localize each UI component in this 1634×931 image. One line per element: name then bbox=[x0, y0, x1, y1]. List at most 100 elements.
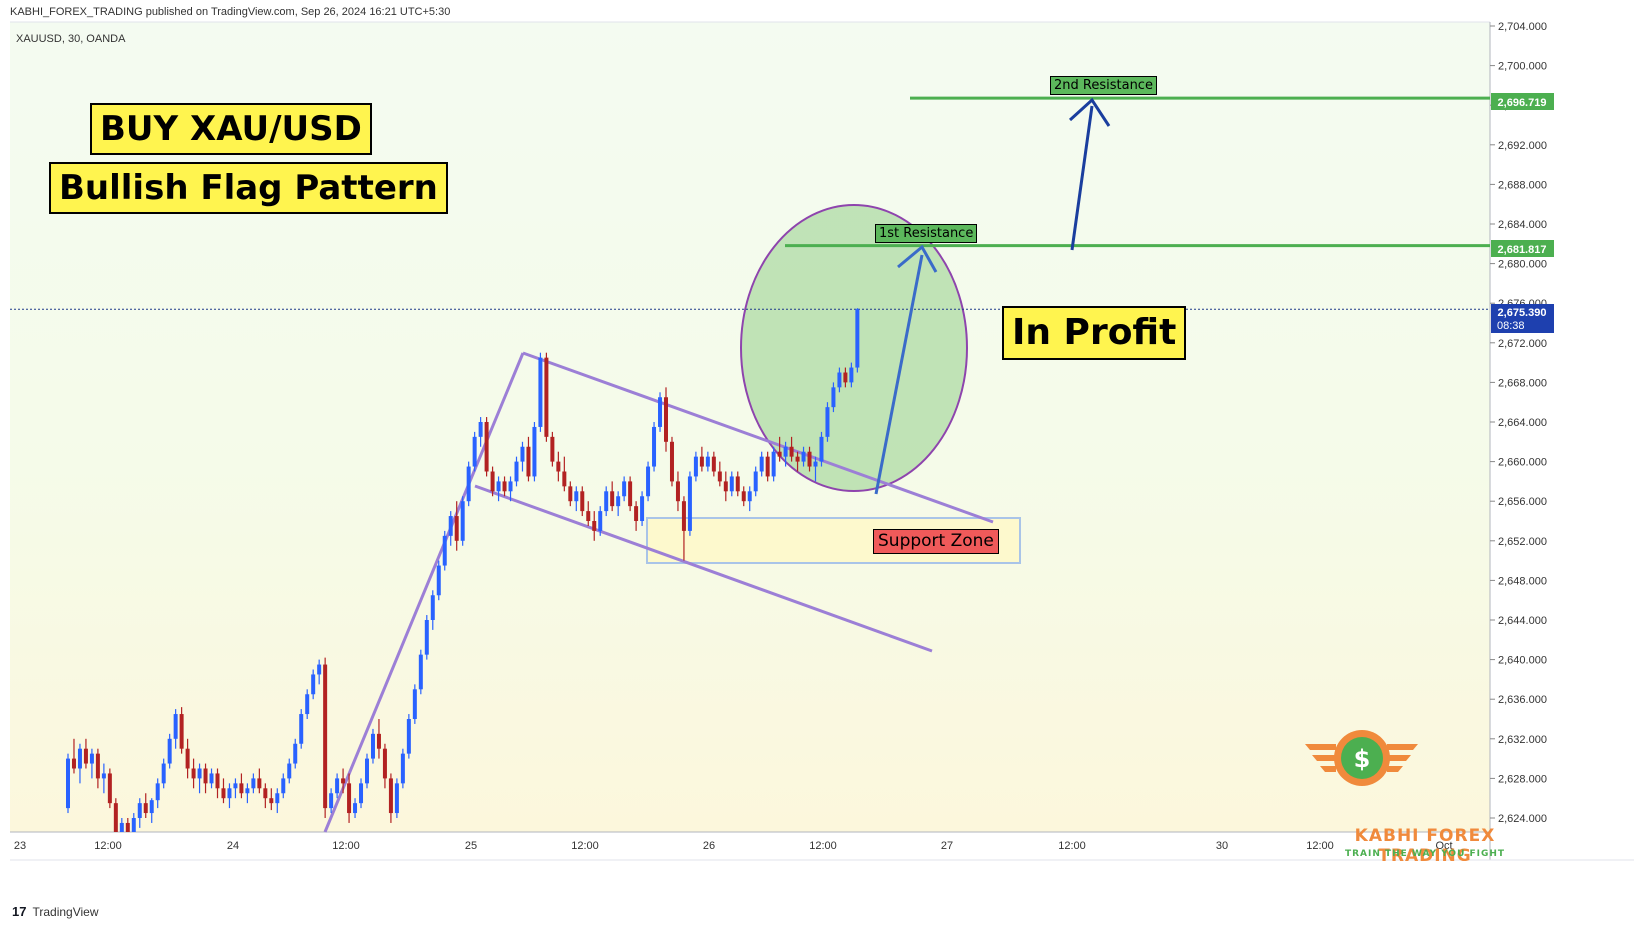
tradingview-label[interactable]: TradingView bbox=[32, 904, 99, 919]
candle-body bbox=[705, 456, 710, 467]
candle-body bbox=[717, 471, 722, 482]
price-tick-label: 2,632.000 bbox=[1498, 734, 1547, 746]
candle bbox=[771, 446, 776, 482]
flag-upper-line bbox=[522, 351, 994, 524]
price-tick-label: 2,656.000 bbox=[1498, 496, 1547, 508]
candle bbox=[855, 308, 860, 373]
candle-body bbox=[66, 758, 70, 809]
bar-countdown: 08:38 bbox=[1497, 320, 1525, 332]
candle-body bbox=[652, 426, 657, 467]
candle bbox=[550, 431, 555, 467]
candle bbox=[448, 511, 453, 546]
candle-body bbox=[628, 481, 633, 507]
candle bbox=[699, 446, 704, 472]
candle-body bbox=[215, 773, 220, 789]
candle-body bbox=[664, 397, 668, 442]
candle bbox=[424, 615, 429, 660]
candle-body bbox=[472, 436, 477, 467]
candle bbox=[83, 738, 88, 769]
tradingview-logo-icon[interactable]: 17 bbox=[12, 904, 27, 919]
candle bbox=[221, 778, 226, 804]
candle-body bbox=[430, 595, 435, 620]
price-tick-label: 2,660.000 bbox=[1498, 457, 1547, 469]
candle bbox=[819, 431, 824, 467]
candle bbox=[777, 436, 782, 462]
candle bbox=[466, 461, 471, 507]
candle-body bbox=[616, 496, 621, 507]
candle-body bbox=[71, 758, 76, 769]
candle-body bbox=[209, 773, 214, 784]
candle-body bbox=[837, 372, 842, 388]
candle-body bbox=[341, 778, 346, 784]
candle bbox=[143, 793, 148, 818]
candle-body bbox=[496, 481, 501, 492]
candle bbox=[652, 422, 657, 472]
breakout-highlight-ellipse bbox=[740, 204, 968, 492]
candle-body bbox=[777, 451, 782, 457]
candle-body bbox=[173, 714, 178, 739]
candle bbox=[604, 486, 609, 517]
flagpole-line bbox=[323, 352, 525, 833]
candle bbox=[640, 491, 645, 526]
candle bbox=[490, 466, 495, 497]
time-axis: 23 12:00 24 12:00 25 12:00 26 12:00 27 12:00 30 12:… bbox=[14, 840, 1453, 852]
first-resistance-price-tag: 2,681.817 bbox=[1491, 240, 1554, 257]
price-tick-label: 2,636.000 bbox=[1498, 694, 1547, 706]
time-tick-label: 12:00 bbox=[332, 840, 360, 852]
candle bbox=[299, 709, 304, 749]
candle bbox=[161, 758, 166, 789]
candle-body bbox=[400, 753, 405, 784]
brand-tagline: TRAIN THE WAY YOU FIGHT bbox=[1344, 849, 1506, 859]
candle bbox=[454, 501, 459, 551]
price-tick-label: 2,684.000 bbox=[1498, 219, 1547, 231]
candle-body bbox=[699, 456, 704, 467]
candle-body bbox=[161, 763, 166, 784]
candle-body bbox=[221, 788, 226, 799]
candle bbox=[747, 486, 752, 512]
candle-body bbox=[167, 738, 172, 764]
candle-body bbox=[843, 372, 848, 383]
target-one-arrow-head bbox=[897, 244, 938, 273]
candle-body bbox=[807, 451, 812, 467]
candle-body bbox=[299, 714, 304, 744]
candle bbox=[191, 758, 196, 789]
candle bbox=[831, 382, 836, 413]
candle-body bbox=[245, 788, 250, 794]
candle bbox=[478, 417, 483, 447]
candle bbox=[795, 451, 800, 472]
support-zone-label: Support Zone bbox=[873, 529, 999, 554]
candle bbox=[460, 496, 465, 546]
candle-body bbox=[197, 768, 202, 779]
candle bbox=[544, 352, 549, 442]
candle-body bbox=[370, 733, 375, 759]
wings-icon bbox=[1305, 744, 1418, 772]
candle-body bbox=[765, 456, 770, 477]
time-tick-label: 23 bbox=[14, 840, 26, 852]
candle bbox=[496, 476, 501, 502]
candle-body bbox=[801, 451, 806, 462]
candle-body bbox=[574, 491, 579, 502]
time-tick-label: 27 bbox=[941, 840, 953, 852]
candle-body bbox=[520, 446, 525, 462]
candle bbox=[418, 649, 423, 695]
candle-body bbox=[592, 521, 597, 531]
candle bbox=[275, 788, 280, 814]
price-axis: 2,704.0002,700.0002,696.0002,692.0002,68… bbox=[1490, 21, 1547, 825]
candle-body bbox=[406, 719, 411, 754]
time-tick-label: 12:00 bbox=[1058, 840, 1086, 852]
candle bbox=[179, 707, 184, 754]
candles bbox=[66, 308, 860, 832]
candle-body bbox=[418, 654, 423, 690]
candle-body bbox=[329, 793, 334, 809]
candle-body bbox=[113, 803, 118, 832]
candle bbox=[436, 560, 441, 601]
candle bbox=[711, 451, 716, 477]
candle bbox=[783, 441, 788, 467]
candle bbox=[359, 778, 364, 809]
candle bbox=[406, 714, 411, 759]
candle-body bbox=[568, 486, 573, 502]
candle-body bbox=[831, 387, 836, 408]
candle-body bbox=[604, 491, 609, 512]
candle bbox=[197, 763, 202, 794]
